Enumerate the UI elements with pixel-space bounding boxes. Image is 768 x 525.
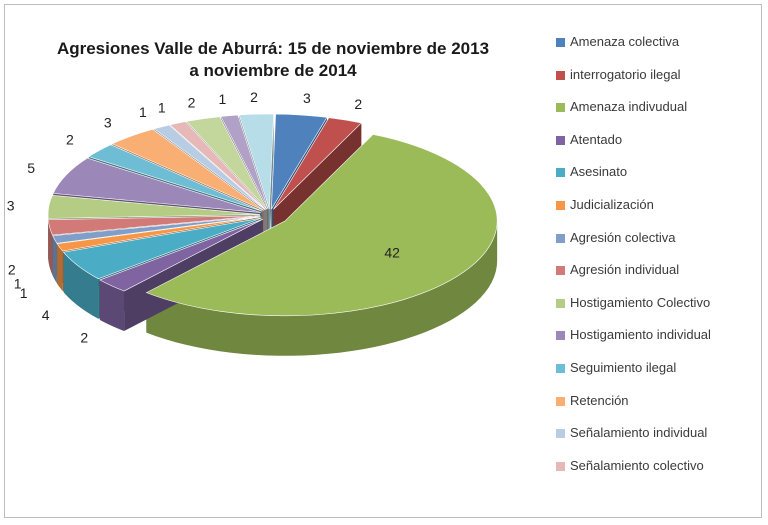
pie-slice xyxy=(220,114,269,210)
legend-item: interrogatorio ilegal xyxy=(556,65,756,98)
pie-slice xyxy=(111,129,264,211)
data-label: 1 xyxy=(20,285,28,301)
legend-item: Amenaza indivudual xyxy=(556,97,756,130)
data-label: 3 xyxy=(7,197,15,213)
legend-label: Judicialización xyxy=(570,196,654,212)
pie-slice-rim xyxy=(57,243,63,292)
pie-slice xyxy=(153,124,266,211)
data-label: 2 xyxy=(188,94,196,110)
legend-swatch xyxy=(556,363,565,373)
legend-item: Agresión colectiva xyxy=(556,228,756,261)
pie-slice xyxy=(47,194,261,219)
data-label: 3 xyxy=(303,90,311,106)
legend-label: Retención xyxy=(570,392,629,408)
legend-item: Señalamiento colectivo xyxy=(556,456,756,489)
legend-item: Seguimiento ilegal xyxy=(556,358,756,391)
legend-swatch xyxy=(556,266,565,276)
chart-subtitle: a noviembre de 2014 xyxy=(189,61,357,80)
legend-item: Amenaza colectiva xyxy=(556,32,756,65)
legend-swatch xyxy=(556,168,565,178)
legend-swatch xyxy=(556,233,565,243)
data-label: 4 xyxy=(42,307,50,323)
legend-swatch xyxy=(556,396,565,406)
data-label: 1 xyxy=(158,100,166,116)
data-label: 5 xyxy=(27,160,35,176)
legend-item: Judicialización xyxy=(556,195,756,228)
data-label: 2 xyxy=(80,330,88,346)
legend-swatch xyxy=(556,135,565,145)
pie-slice xyxy=(52,157,261,213)
pie-slice xyxy=(169,121,267,210)
legend-label: Hostigamiento Colectivo xyxy=(570,294,711,310)
legend-swatch xyxy=(556,38,565,47)
pie-slice-rim xyxy=(146,220,498,356)
data-label: 2 xyxy=(354,96,362,112)
data-label: 2 xyxy=(250,89,258,105)
legend-swatch xyxy=(556,103,565,113)
pie-slice-rim xyxy=(48,219,53,276)
data-label: 2 xyxy=(66,132,74,148)
pie-slice xyxy=(271,113,328,210)
legend-label: Amenaza indivudual xyxy=(570,99,688,115)
legend-label: Hostigamiento individual xyxy=(570,327,711,343)
legend-swatch xyxy=(556,298,565,308)
pie-tops xyxy=(47,113,498,317)
pie-slice xyxy=(52,216,261,244)
legend-label: Atentado xyxy=(570,131,623,147)
pie-slice-wall xyxy=(99,219,263,320)
data-label: 1 xyxy=(14,276,22,292)
data-label: 3 xyxy=(104,115,112,131)
pie-slice xyxy=(56,216,261,252)
chart-title-block: Agresiones Valle de Aburrá: 15 de noviem… xyxy=(14,38,532,82)
data-label: 42 xyxy=(384,245,400,261)
legend-label: Agresión colectiva xyxy=(570,229,676,245)
legend-swatch xyxy=(556,461,565,471)
data-label: 1 xyxy=(139,104,147,120)
legend-label: Señalamiento individual xyxy=(570,425,708,441)
pie-slice xyxy=(238,113,274,210)
legend-label: Señalamiento colectivo xyxy=(570,457,704,473)
pie-slice-rim xyxy=(52,235,57,284)
pie-slice xyxy=(273,117,362,210)
legend-item: Hostigamiento Colectivo xyxy=(556,293,756,326)
legend-label: interrogatorio ilegal xyxy=(570,66,681,82)
legend-label: Asesinato xyxy=(570,164,628,180)
legend-item: Asesinato xyxy=(556,162,756,195)
legend-item: Agresión individual xyxy=(556,260,756,293)
legend-label: Agresión individual xyxy=(570,262,680,278)
data-label: 1 xyxy=(219,91,227,107)
chart-title: Agresiones Valle de Aburrá: 15 de noviem… xyxy=(56,39,490,58)
pie-slice-rim xyxy=(99,279,125,332)
pie-slice xyxy=(145,134,498,317)
legend-item: Atentado xyxy=(556,130,756,163)
pie-slice-wall xyxy=(269,114,274,250)
legend-label: Amenaza colectiva xyxy=(570,34,680,49)
legend-swatch xyxy=(556,429,565,439)
legend-item: Hostigamiento individual xyxy=(556,325,756,358)
legend-swatch xyxy=(556,331,565,341)
pie-slice xyxy=(62,217,262,280)
pie-slice xyxy=(47,215,261,236)
pie-slice-rim xyxy=(63,252,99,319)
legend-item: Retención xyxy=(556,391,756,424)
legend-swatch xyxy=(556,200,565,210)
legend-swatch xyxy=(556,70,565,80)
pie-slice xyxy=(88,144,263,212)
pie-slice xyxy=(186,116,268,210)
legend-item: Señalamiento individual xyxy=(556,423,756,456)
legend-label: Seguimiento ilegal xyxy=(570,359,677,375)
data-label: 2 xyxy=(8,261,16,277)
chart-legend: Amenaza colectiva interrogatorio ilegal Am… xyxy=(556,32,756,488)
pie-slice xyxy=(99,218,263,292)
